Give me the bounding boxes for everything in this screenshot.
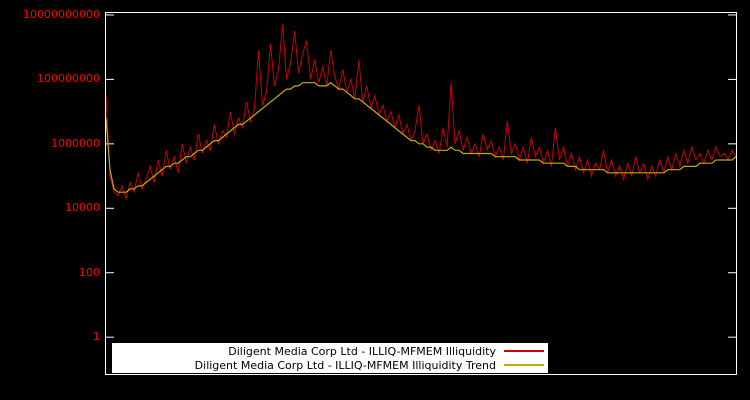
y-tick-label: 100: [79, 265, 100, 279]
y-tick-label: 100000000: [37, 72, 100, 86]
legend-row-illiquidity: Diligent Media Corp Ltd - ILLIQ-MFMEM Il…: [112, 344, 548, 358]
legend-label-illiquidity: Diligent Media Corp Ltd - ILLIQ-MFMEM Il…: [228, 344, 496, 358]
legend-label-trend: Diligent Media Corp Ltd - ILLIQ-MFMEM Il…: [194, 358, 496, 372]
chart-plot-svg: [106, 14, 736, 338]
y-tick-label: 1: [93, 330, 100, 344]
plot-area: [105, 12, 737, 375]
series-line-1: [106, 81, 736, 193]
y-tick-label: 10000: [65, 201, 100, 215]
series-line-0: [106, 24, 736, 201]
legend-row-trend: Diligent Media Corp Ltd - ILLIQ-MFMEM Il…: [112, 358, 548, 372]
legend: Diligent Media Corp Ltd - ILLIQ-MFMEM Il…: [112, 343, 548, 373]
y-tick-label: 1000000: [51, 136, 100, 150]
y-tick-label: 10000000000: [23, 7, 100, 21]
legend-line-sample-trend: [504, 364, 544, 366]
legend-line-sample-illiquidity: [504, 350, 544, 352]
